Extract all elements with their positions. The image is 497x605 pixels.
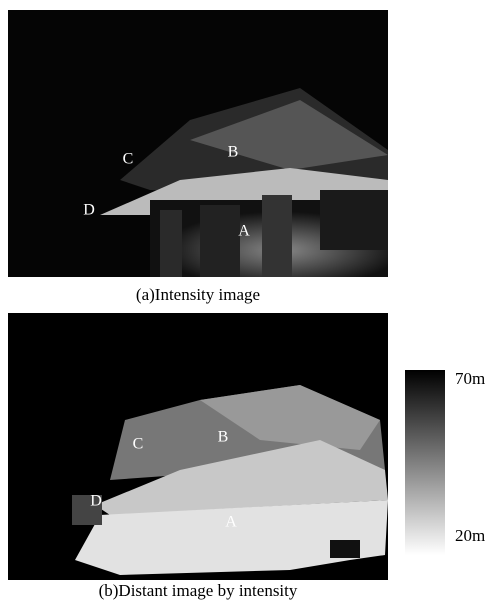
point-label: A xyxy=(225,514,237,531)
intensity-image xyxy=(8,10,388,277)
colorbar-label: 20m xyxy=(455,526,485,545)
point-label: D xyxy=(90,493,102,510)
caption: (a)Intensity image xyxy=(136,285,260,304)
colorbar xyxy=(405,370,445,555)
page: {"panels": [ {"caption": "(a)Intensity i… xyxy=(0,0,497,605)
point-label: D xyxy=(83,202,95,219)
point-label: B xyxy=(218,429,229,446)
point-label: B xyxy=(228,144,239,161)
point-label: C xyxy=(133,436,144,453)
colorbar-label: 70m xyxy=(455,369,485,388)
caption: (b)Distant image by intensity xyxy=(99,581,298,600)
point-label: C xyxy=(123,151,134,168)
point-label: A xyxy=(238,223,250,240)
figure: C B D A (a)Intensity image C B D A (b)Di… xyxy=(0,0,497,605)
distance-image xyxy=(8,313,388,580)
